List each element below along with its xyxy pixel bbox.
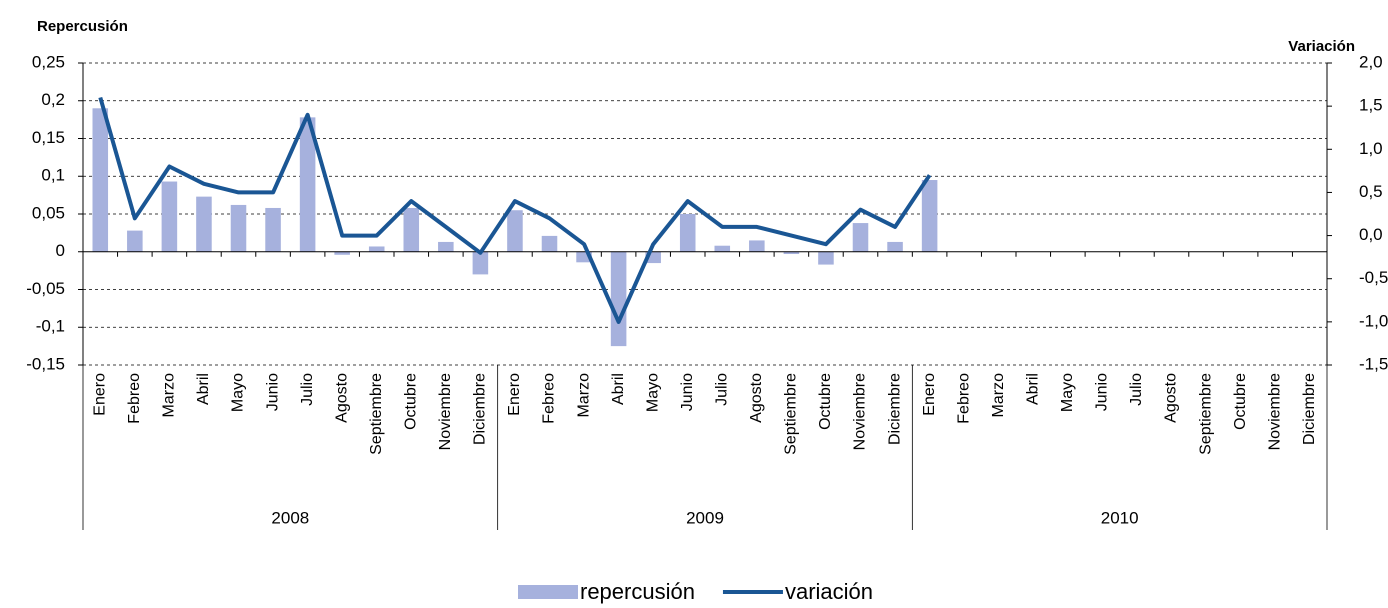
group-label: 2008 bbox=[271, 508, 309, 527]
x-tick-label: Marzo bbox=[575, 373, 592, 418]
x-tick-label: Enero bbox=[921, 373, 938, 416]
bar bbox=[196, 196, 212, 252]
x-tick-label: Junio bbox=[1094, 373, 1111, 411]
y2-tick-label: 0,5 bbox=[1359, 182, 1383, 201]
x-tick-label: Agosto bbox=[748, 373, 765, 423]
x-tick-label: Enero bbox=[91, 373, 108, 416]
y-tick-label: 0,2 bbox=[41, 90, 65, 109]
x-tick-label: Julio bbox=[1128, 373, 1145, 406]
x-tick-label: Junio bbox=[264, 373, 281, 411]
x-tick-label: Enero bbox=[506, 373, 523, 416]
legend-label: variación bbox=[785, 579, 873, 604]
bar bbox=[749, 240, 765, 252]
x-tick-label: Octubre bbox=[402, 373, 419, 430]
y-tick-label: -0,05 bbox=[26, 279, 65, 298]
x-tick-label: Noviembre bbox=[437, 373, 454, 450]
x-tick-label: Noviembre bbox=[852, 373, 869, 450]
y-tick-label: -0,15 bbox=[26, 354, 65, 373]
y-tick-label: 0,25 bbox=[32, 52, 65, 71]
y2-tick-label: 1,5 bbox=[1359, 96, 1383, 115]
x-tick-label: Abril bbox=[1024, 373, 1041, 405]
y-tick-label: -0,1 bbox=[36, 317, 65, 336]
y-tick-label: 0,05 bbox=[32, 203, 65, 222]
x-tick-label: Mayo bbox=[230, 373, 247, 412]
bar bbox=[403, 207, 420, 252]
x-tick-label: Junio bbox=[679, 373, 696, 411]
y2-tick-label: -0,5 bbox=[1359, 268, 1388, 287]
bar bbox=[127, 230, 143, 252]
x-tick-label: Noviembre bbox=[1266, 373, 1283, 450]
x-tick-label: Febreo bbox=[955, 373, 972, 424]
bar bbox=[576, 251, 592, 263]
x-tick-label: Marzo bbox=[161, 373, 178, 418]
y2-axis-title: Variación bbox=[1288, 38, 1355, 55]
y-tick-label: 0,15 bbox=[32, 128, 65, 147]
bar bbox=[92, 108, 109, 252]
legend-label: repercusión bbox=[580, 579, 695, 604]
y2-tick-label: 1,0 bbox=[1359, 139, 1383, 158]
bar bbox=[230, 204, 247, 252]
line bbox=[98, 96, 932, 324]
x-tick-label: Septiembre bbox=[783, 373, 800, 455]
bar bbox=[507, 210, 523, 252]
bar bbox=[368, 246, 385, 252]
group-label: 2010 bbox=[1101, 508, 1139, 527]
x-tick-label: Diciembre bbox=[1301, 373, 1318, 445]
x-tick-label: Mayo bbox=[1059, 373, 1076, 412]
x-tick-label: Mayo bbox=[644, 373, 661, 412]
legend-swatch bbox=[518, 585, 578, 599]
x-tick-label: Julio bbox=[299, 373, 316, 406]
x-tick-label: Agosto bbox=[333, 373, 350, 423]
y2-tick-label: -1,0 bbox=[1359, 311, 1388, 330]
bar bbox=[852, 223, 869, 252]
y-tick-label: 0,1 bbox=[41, 166, 65, 185]
bar bbox=[714, 245, 731, 252]
x-tick-label: Febreo bbox=[541, 373, 558, 424]
x-tick-label: Diciembre bbox=[472, 373, 489, 445]
bar bbox=[299, 117, 316, 252]
x-tick-label: Septiembre bbox=[1197, 373, 1214, 455]
bar bbox=[541, 235, 558, 252]
x-tick-label: Diciembre bbox=[886, 373, 903, 445]
bar bbox=[610, 251, 627, 347]
x-tick-label: Febreo bbox=[126, 373, 143, 424]
bar bbox=[472, 251, 489, 275]
x-tick-label: Octubre bbox=[817, 373, 834, 430]
bar bbox=[438, 241, 454, 252]
bar bbox=[887, 241, 903, 252]
bar bbox=[818, 251, 834, 265]
x-tick-label: Julio bbox=[713, 373, 730, 406]
y-tick-label: 0 bbox=[56, 241, 65, 260]
x-tick-label: Octubre bbox=[1232, 373, 1249, 430]
y-axis-title: Repercusión bbox=[37, 18, 128, 35]
bar bbox=[161, 181, 178, 252]
bar bbox=[334, 251, 350, 255]
group-label: 2009 bbox=[686, 508, 724, 527]
bar bbox=[921, 180, 938, 252]
y2-tick-label: -1,5 bbox=[1359, 354, 1388, 373]
y2-tick-label: 0,0 bbox=[1359, 225, 1383, 244]
y2-tick-label: 2,0 bbox=[1359, 52, 1383, 71]
x-tick-label: Septiembre bbox=[368, 373, 385, 455]
bar bbox=[783, 251, 800, 255]
bar bbox=[645, 251, 661, 264]
bar bbox=[265, 207, 281, 252]
bar bbox=[679, 214, 696, 252]
x-tick-label: Abril bbox=[610, 373, 627, 405]
x-tick-label: Abril bbox=[195, 373, 212, 405]
x-tick-label: Marzo bbox=[990, 373, 1007, 418]
x-tick-label: Agosto bbox=[1163, 373, 1180, 423]
